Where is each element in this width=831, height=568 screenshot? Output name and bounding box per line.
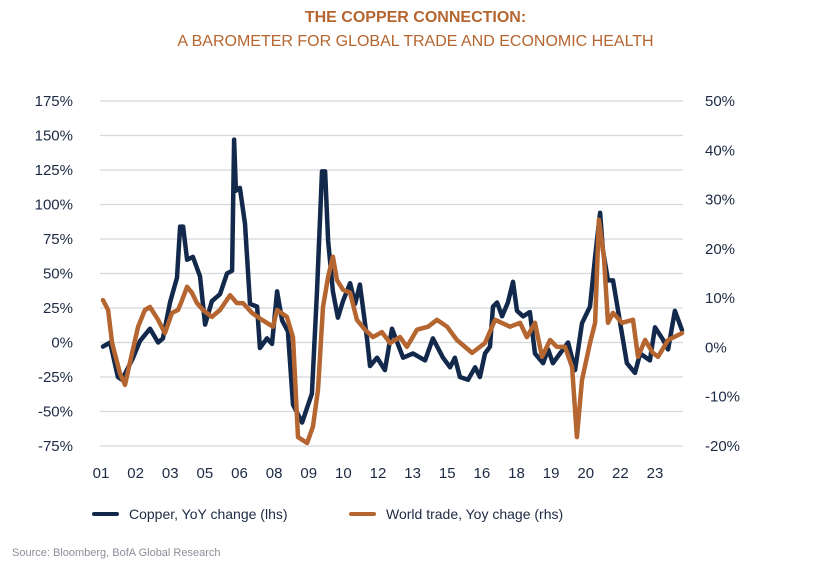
- legend-label-copper: Copper, YoY change (lhs): [129, 506, 288, 522]
- legend-swatch-world-trade: [349, 512, 376, 516]
- x-tick-label: 09: [300, 465, 317, 482]
- y-right-tick-label: -20%: [705, 438, 740, 455]
- y-left-tick-label: 150%: [35, 128, 73, 145]
- y-left-tick-label: 175%: [35, 93, 73, 110]
- y-left-tick-label: 100%: [35, 197, 73, 214]
- y-left-tick-label: 125%: [35, 162, 73, 179]
- x-tick-label: 19: [543, 465, 560, 482]
- x-tick-label: 23: [647, 465, 664, 482]
- x-tick-label: 16: [474, 465, 491, 482]
- y-left-tick-label: 50%: [43, 266, 73, 283]
- y-right-tick-label: 0%: [705, 339, 727, 356]
- y-left-tick-label: 25%: [43, 300, 73, 317]
- legend-label-world-trade: World trade, Yoy chage (rhs): [386, 506, 564, 522]
- chart-subtitle: A BAROMETER FOR GLOBAL TRADE AND ECONOMI…: [177, 33, 654, 50]
- x-tick-label: 15: [439, 465, 456, 482]
- legend-swatch-copper: [92, 512, 119, 516]
- x-tick-label: 05: [197, 465, 214, 482]
- x-tick-label: 18: [508, 465, 525, 482]
- y-right-tick-label: 20%: [705, 241, 735, 258]
- chart-title: THE COPPER CONNECTION:: [304, 9, 527, 26]
- y-right-tick-label: -10%: [705, 389, 740, 406]
- x-tick-label: 03: [162, 465, 179, 482]
- series-line-world-trade: [100, 217, 685, 446]
- x-tick-label: 20: [577, 465, 594, 482]
- x-tick-label: 01: [93, 465, 110, 482]
- x-tick-label: 06: [231, 465, 248, 482]
- y-right-tick-label: 30%: [705, 192, 735, 209]
- legend-item-world-trade: World trade, Yoy chage (rhs): [349, 506, 563, 522]
- x-tick-label: 10: [335, 465, 352, 482]
- y-left-tick-label: -75%: [38, 438, 73, 455]
- source-note: Source: Bloomberg, BofA Global Research: [12, 547, 221, 559]
- y-left-tick-label: -25%: [38, 369, 73, 386]
- legend-item-copper: Copper, YoY change (lhs): [92, 506, 288, 522]
- y-left-tick-label: 75%: [43, 231, 73, 248]
- x-tick-label: 08: [266, 465, 283, 482]
- x-tick-label: 22: [612, 465, 629, 482]
- series-line-copper: [100, 137, 685, 425]
- y-left-tick-label: -50%: [38, 404, 73, 421]
- y-right-tick-label: 10%: [705, 290, 735, 307]
- y-right-tick-label: 50%: [705, 93, 735, 110]
- x-tick-label: 12: [370, 465, 387, 482]
- x-tick-label: 13: [404, 465, 421, 482]
- x-tick-label: 02: [127, 465, 144, 482]
- y-left-tick-label: 0%: [51, 335, 73, 352]
- y-right-tick-label: 40%: [705, 142, 735, 159]
